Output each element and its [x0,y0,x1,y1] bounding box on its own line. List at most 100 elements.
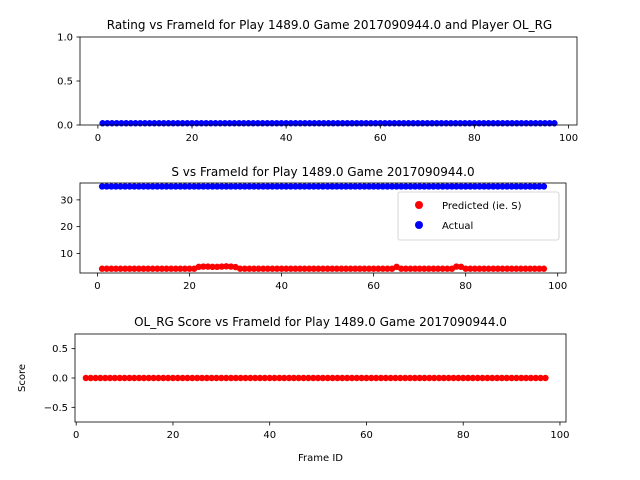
data-point [379,265,387,272]
data-point [232,183,239,190]
data-point [126,183,133,190]
data-point [82,374,90,382]
series-2 [98,183,548,190]
data-point [484,374,491,382]
data-point [108,183,115,190]
data-point [301,265,308,272]
data-point [163,265,170,272]
data-point [310,374,317,382]
data-point [236,265,244,272]
data-point [282,265,290,272]
series-1 [98,263,548,272]
data-point [508,374,515,382]
data-point [490,265,497,272]
legend-marker [415,201,423,209]
data-point [271,374,278,382]
data-point [363,374,370,382]
data-point [310,183,317,190]
data-point [324,183,331,190]
data-point [450,374,457,382]
x-tick-label: 40 [280,133,293,144]
data-point [167,265,175,272]
data-point [290,374,298,382]
data-point [430,183,437,190]
data-point [499,265,506,272]
data-point [338,265,345,272]
data-point [513,183,520,190]
data-point [222,374,230,382]
data-point [522,374,530,382]
x-tick-label: 100 [550,430,569,441]
data-point [490,183,497,190]
data-point [250,265,258,272]
y-tick-label: 30 [60,195,73,206]
data-point [416,374,423,382]
data-point [460,374,467,382]
data-point [513,265,520,272]
data-point [315,265,322,272]
data-point [92,374,99,382]
data-point [209,183,216,190]
data-point [464,374,472,382]
data-point [150,374,157,382]
data-point [247,374,254,382]
data-point [305,265,313,272]
data-point [140,265,147,272]
data-point [467,183,474,190]
data-point [453,263,460,270]
data-point [387,374,394,382]
data-point [393,183,400,190]
data-point [319,374,327,382]
data-point [103,183,110,190]
data-point [430,374,438,382]
data-point [135,374,143,382]
data-point [167,183,175,190]
x-tick-label: 20 [186,133,199,144]
x-tick-label: 20 [183,281,196,292]
data-point [281,374,288,382]
data-point [474,374,481,382]
data-point [532,374,539,382]
data-point [455,374,462,382]
data-point [411,374,419,382]
data-point [526,183,534,190]
data-point [517,265,525,272]
x-tick-label: 60 [360,430,373,441]
data-point [103,265,110,272]
data-point [112,265,120,272]
data-point [121,265,129,272]
data-point [411,183,419,190]
data-point [384,265,391,272]
x-tick-label: 0 [73,430,79,441]
data-point [467,265,474,272]
x-tick-label: 80 [457,430,470,441]
data-point [508,265,515,272]
data-point [179,374,186,382]
data-point [218,263,225,270]
data-point [97,374,104,382]
data-point [190,183,198,190]
data-point [256,374,264,382]
data-point [435,374,443,382]
y-tick-label: 20 [60,222,73,233]
data-point [163,183,170,190]
data-point [242,374,249,382]
data-point [282,183,290,190]
data-point [155,374,162,382]
data-point [193,374,201,382]
data-point [411,265,419,272]
data-point [314,374,322,382]
data-point [108,265,115,272]
data-point [503,374,510,382]
chart-title: OL_RG Score vs FrameId for Play 1489.0 G… [134,315,507,329]
legend-label: Actual [442,221,473,232]
data-point [292,265,299,272]
data-point [540,265,548,272]
data-point [227,374,235,382]
data-point [444,183,451,190]
data-point [469,374,477,382]
data-point [421,265,428,272]
data-point [542,374,549,382]
data-point [421,374,428,382]
data-point [434,183,442,190]
